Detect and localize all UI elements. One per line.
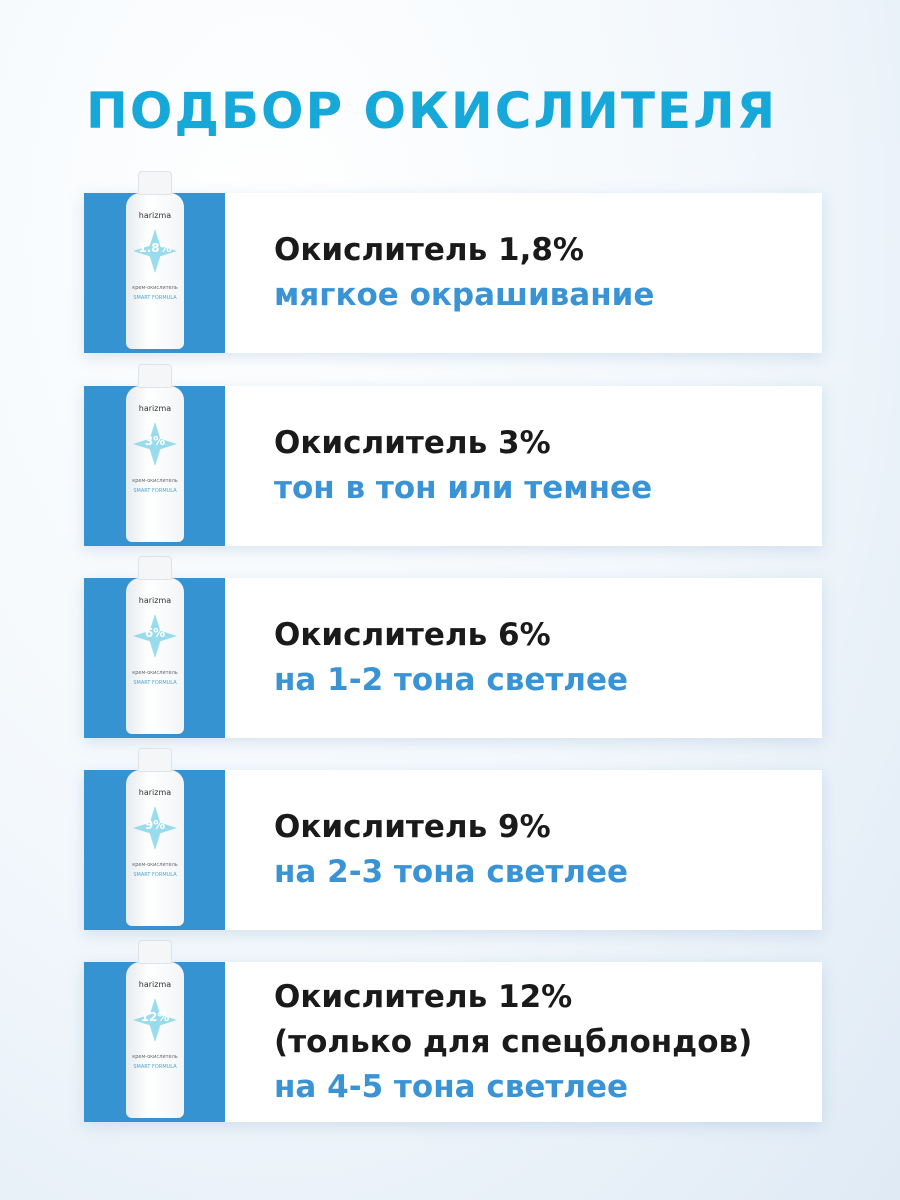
oxidant-name: Окислитель 1,8% [274, 232, 584, 268]
bottle-formula: SMART FORMULA [133, 295, 177, 301]
bottle-cap [138, 556, 172, 580]
product-bottle-image: harizma 12% крем-окислитель SMART FORMUL… [126, 940, 184, 1118]
bottle-label: крем-окислитель [132, 478, 178, 484]
bottle-percent: 12% [140, 1010, 170, 1024]
bottle-brand: harizma [138, 980, 172, 989]
oxidant-name: Окислитель 6% [274, 617, 551, 653]
bottle-percent: 1.8% [138, 241, 172, 255]
bottle-label: крем-окислитель [132, 285, 178, 291]
oxidant-name: Окислитель 3% [274, 425, 551, 461]
bottle-formula: SMART FORMULA [133, 1064, 177, 1070]
oxidant-name: Окислитель 9% [274, 809, 551, 845]
bottle-brand: harizma [138, 596, 172, 605]
bottle-cap [138, 940, 172, 964]
oxidant-card: harizma 3% крем-окислитель SMART FORMULA… [84, 364, 822, 546]
oxidant-description: на 1-2 тона светлее [274, 662, 629, 698]
product-bottle-image: harizma 6% крем-окислитель SMART FORMULA [126, 556, 184, 734]
oxidant-card: harizma 6% крем-окислитель SMART FORMULA… [84, 556, 822, 738]
bottle-percent: 3% [144, 434, 166, 448]
bottle-formula: SMART FORMULA [133, 488, 177, 494]
bottle-cap [138, 748, 172, 772]
bottle-cap [138, 171, 172, 195]
oxidant-description: тон в тон или темнее [274, 470, 653, 506]
product-bottle-image: harizma 1.8% крем-окислитель SMART FORMU… [126, 171, 184, 349]
oxidant-description: на 2-3 тона светлее [274, 854, 629, 890]
oxidant-description: на 4-5 тона светлее [274, 1068, 629, 1105]
bottle-formula: SMART FORMULA [133, 680, 177, 686]
bottle-label: крем-окислитель [132, 862, 178, 868]
bottle-brand: harizma [138, 404, 172, 413]
oxidant-card: harizma 1.8% крем-окислитель SMART FORMU… [84, 171, 822, 353]
bottle-label: крем-окислитель [132, 670, 178, 676]
oxidant-card: harizma 9% крем-окислитель SMART FORMULA… [84, 748, 822, 930]
bottle-formula: SMART FORMULA [133, 872, 177, 878]
page-title: ПОДБОР ОКИСЛИТЕЛЯ [86, 82, 778, 140]
product-bottle-image: harizma 9% крем-окислитель SMART FORMULA [126, 748, 184, 926]
oxidant-note: (только для спецблондов) [274, 1023, 753, 1060]
bottle-percent: 6% [144, 626, 166, 640]
oxidant-card: harizma 12% крем-окислитель SMART FORMUL… [84, 940, 822, 1122]
bottle-label: крем-окислитель [132, 1054, 178, 1060]
product-bottle-image: harizma 3% крем-окислитель SMART FORMULA [126, 364, 184, 542]
bottle-cap [138, 364, 172, 388]
oxidant-name: Окислитель 12% [274, 978, 573, 1015]
bottle-brand: harizma [138, 788, 172, 797]
bottle-percent: 9% [144, 818, 166, 832]
oxidant-description: мягкое окрашивание [274, 277, 655, 313]
bottle-brand: harizma [138, 211, 172, 220]
